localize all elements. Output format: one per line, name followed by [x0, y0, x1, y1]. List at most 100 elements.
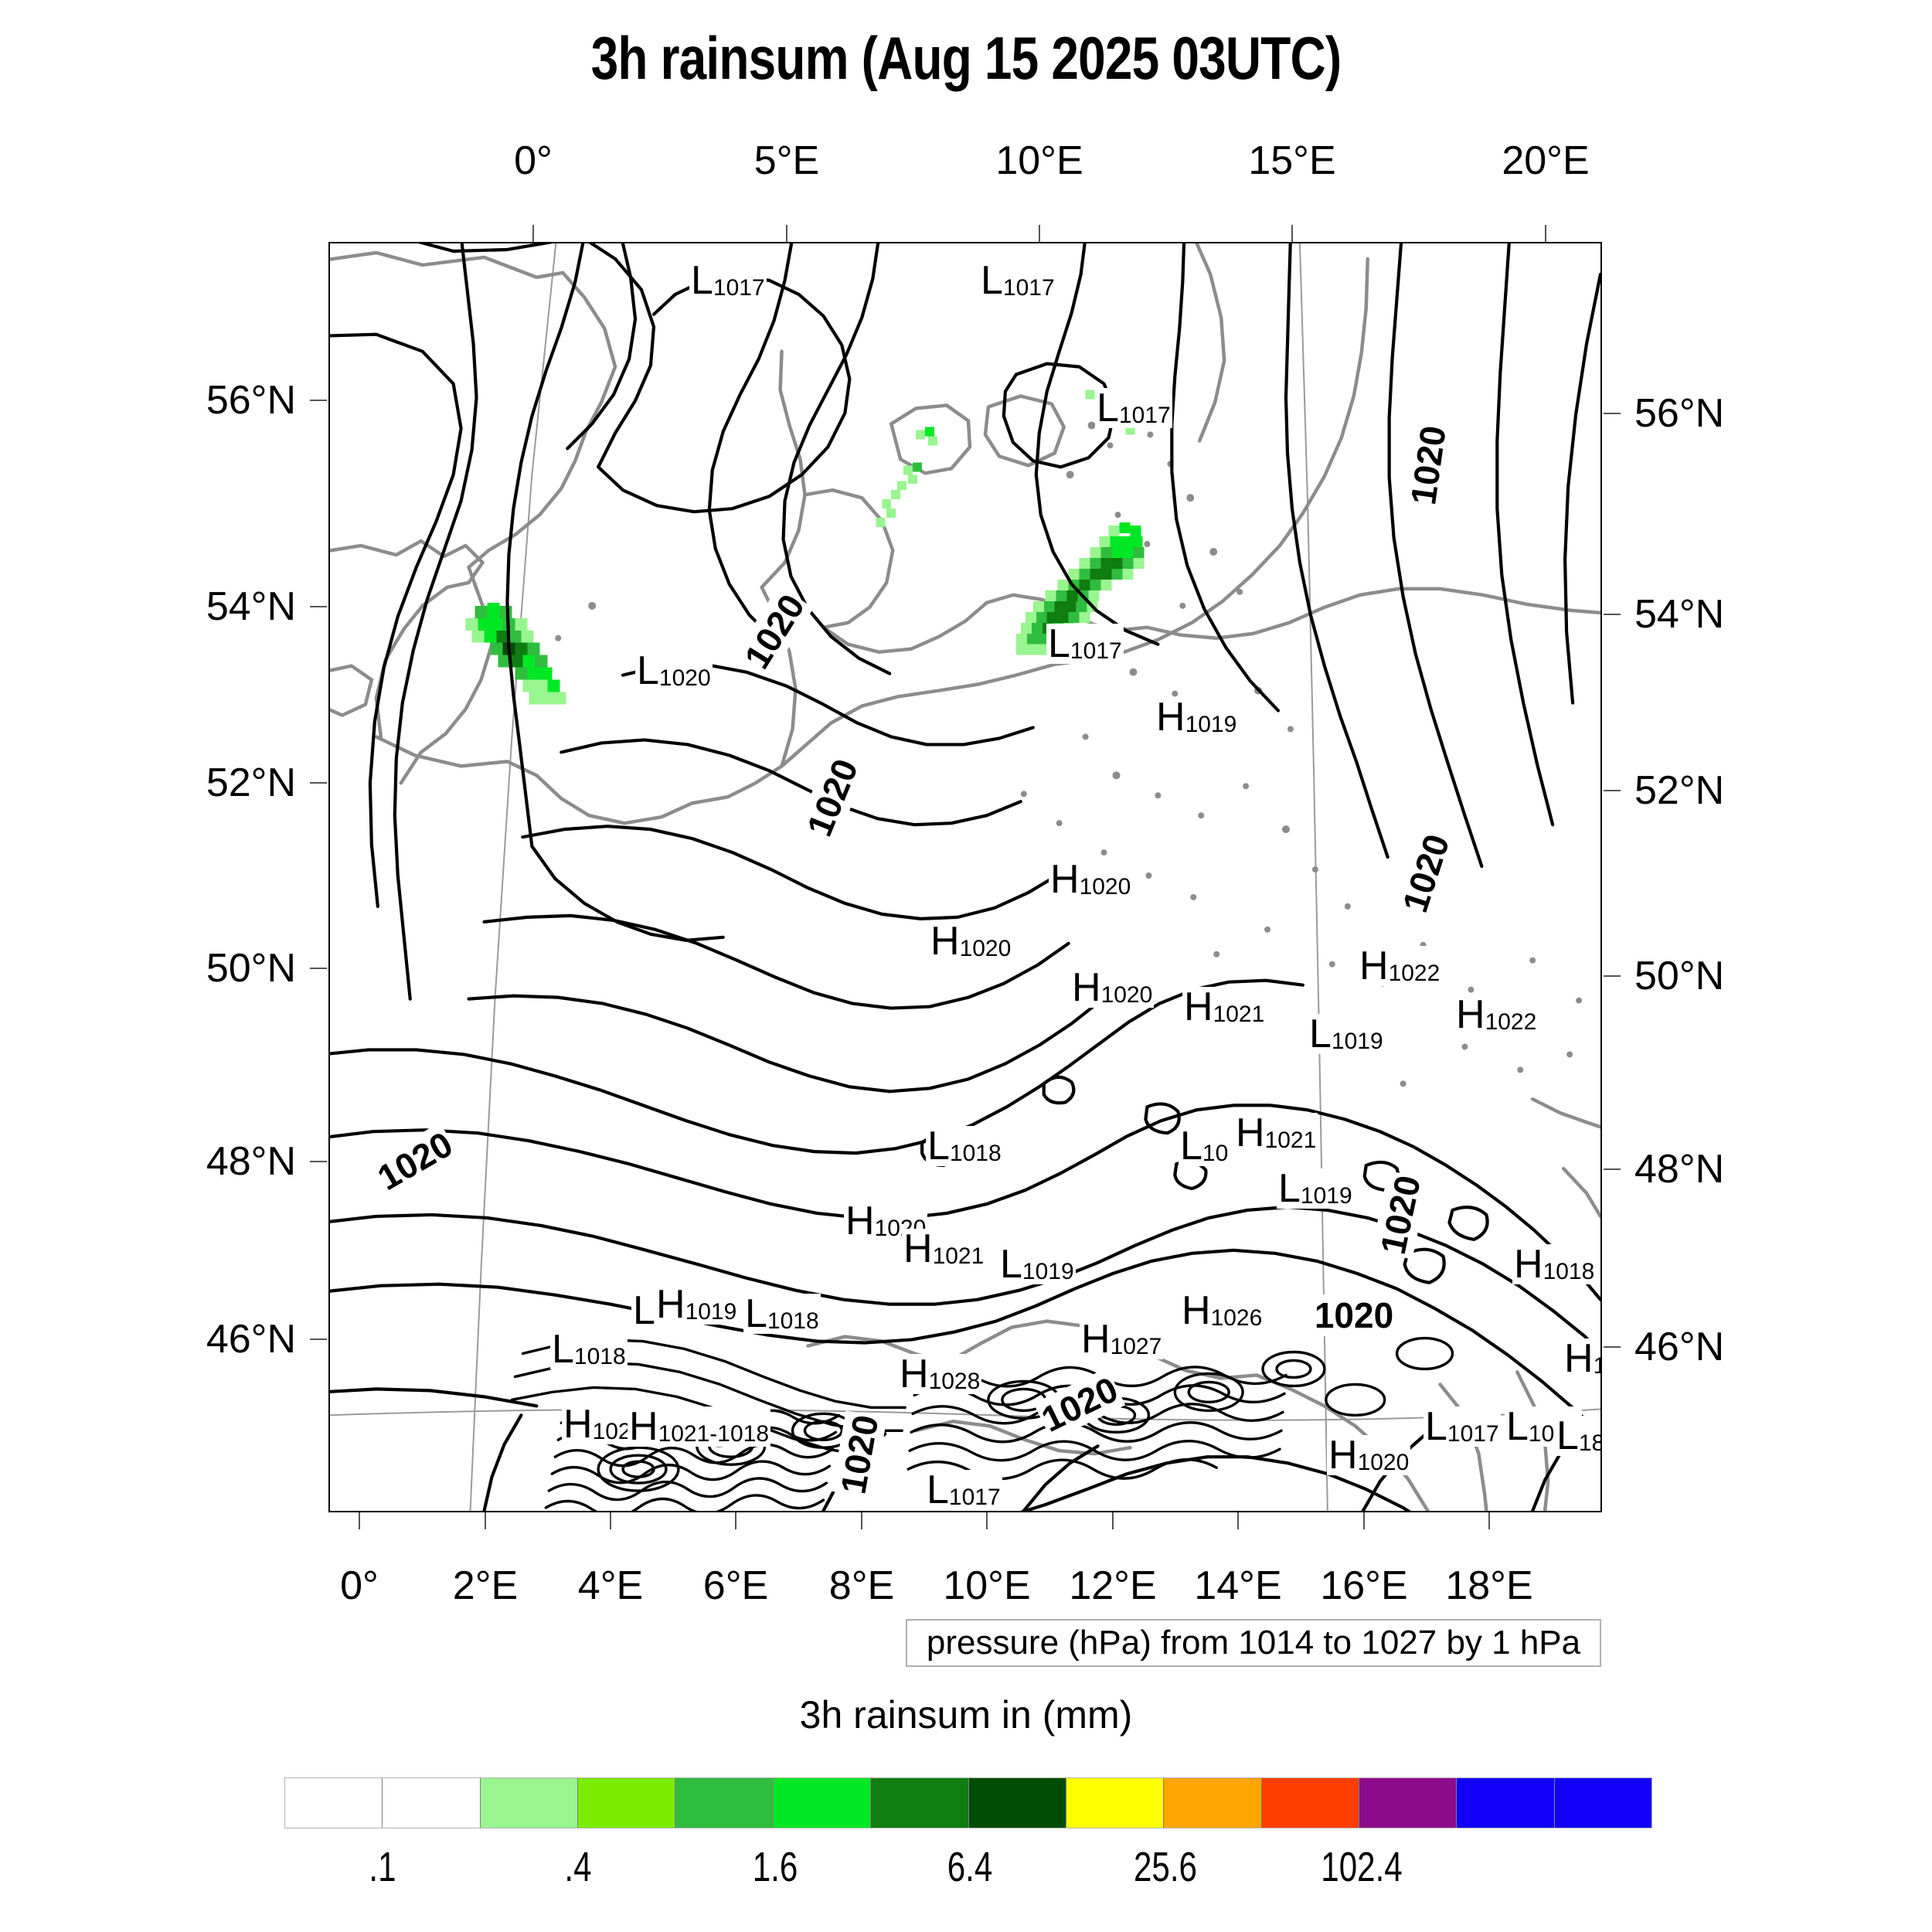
pressure-center-value: 1020 [1357, 1450, 1410, 1475]
pressure-center-h-27: H1028 [898, 1354, 982, 1394]
pressure-center-value: 1020 [1079, 874, 1131, 900]
pressure-center-value: 1028 [928, 1369, 981, 1394]
top-axis-tick-1 [786, 225, 787, 242]
pressure-center-h-29: H102 [562, 1404, 633, 1444]
colorbar-cell-2[interactable] [480, 1778, 579, 1828]
pressure-center-h-6: H1020 [1049, 859, 1133, 900]
left-axis-tick-1 [310, 606, 327, 607]
right-axis-label-4: 48°N [1634, 1147, 1725, 1192]
pressure-center-type: L [691, 258, 713, 303]
pressure-center-type: H [1156, 695, 1185, 740]
colorbar-tick-0: .1 [369, 1844, 396, 1890]
bottom-axis-tick-7 [1237, 1512, 1239, 1529]
colorbar-cell-7[interactable] [968, 1778, 1066, 1828]
colorbar-cell-10[interactable] [1261, 1778, 1359, 1828]
right-axis-tick-1 [1604, 614, 1621, 615]
pressure-center-value: 1019 [685, 1299, 737, 1325]
bottom-axis-label-8: 16°E [1320, 1563, 1408, 1608]
top-axis-tick-2 [1039, 225, 1040, 242]
pressure-center-value: 1017 [713, 275, 765, 301]
pressure-center-l-19: L1019 [998, 1244, 1076, 1284]
colorbar-cell-0[interactable] [285, 1778, 383, 1828]
pressure-legend-box: pressure (hPa) from 1014 to 1027 by 1 hP… [906, 1619, 1601, 1667]
right-axis-tick-5 [1604, 1346, 1621, 1348]
colorbar-cell-8[interactable] [1066, 1778, 1165, 1828]
pressure-center-value: 1017 [1070, 638, 1122, 664]
pressure-center-type: H [629, 1404, 658, 1449]
pressure-center-h-9: H1021 [1182, 985, 1267, 1029]
pressure-center-type: L [1278, 1166, 1301, 1211]
colorbar-cell-4[interactable] [675, 1778, 774, 1828]
colorbar-cell-1[interactable] [383, 1778, 481, 1828]
pressure-center-type: H [1236, 1111, 1265, 1155]
map-plot-area[interactable]: 1020 1020 1020 1020 1020 1020 1020 1020 1020 L10… [328, 242, 1602, 1512]
pressure-center-value: 102 [592, 1419, 631, 1444]
colorbar-cell-3[interactable] [578, 1778, 676, 1828]
pressure-center-value: 1022 [1388, 961, 1440, 986]
pressure-center-type: H [1184, 985, 1213, 1029]
pressure-center-type: H [1564, 1336, 1594, 1381]
top-axis-tick-0 [532, 225, 534, 242]
top-axis-label-3: 15°E [1248, 138, 1336, 183]
colorbar-cell-5[interactable] [773, 1778, 872, 1828]
bottom-axis-tick-3 [735, 1512, 736, 1529]
pressure-center-value: 1017 [948, 1485, 1001, 1510]
pressure-center-type: H [903, 1226, 933, 1271]
right-axis-tick-0 [1604, 413, 1621, 414]
pressure-center-value: 1019 [1022, 1259, 1074, 1284]
pressure-center-value: 1021 [1213, 1002, 1265, 1027]
pressure-center-l-34: L1017 [925, 1470, 1002, 1510]
pressure-center-type: H [1328, 1433, 1358, 1478]
pressure-center-type: L [981, 258, 1003, 303]
colorbar-tick-5: 102.4 [1321, 1844, 1403, 1890]
pressure-center-h-15: H1021 [1234, 1113, 1318, 1153]
colorbar-cell-12[interactable] [1457, 1778, 1555, 1828]
bottom-axis-label-7: 14°E [1194, 1563, 1282, 1608]
pressure-center-type: L [1048, 621, 1070, 666]
pressure-center-type: H [1456, 992, 1485, 1037]
bottom-axis-label-6: 12°E [1069, 1563, 1157, 1608]
pressure-center-value: 1017 [1002, 275, 1055, 301]
colorbar-title: 3h rainsum in (mm) [799, 1693, 1133, 1736]
left-axis-label-4: 48°N [206, 1139, 296, 1184]
pressure-center-value: 1019 [1331, 1029, 1383, 1054]
colorbar-cell-9[interactable] [1164, 1778, 1262, 1828]
top-axis-label-0: 0° [514, 138, 553, 183]
pressure-center-type: L [1425, 1404, 1447, 1449]
pressure-center-h-7: H1020 [929, 919, 1013, 964]
left-axis-tick-3 [310, 968, 327, 969]
pressure-center-type: H [1081, 1317, 1111, 1362]
pressure-center-type: L [1097, 386, 1119, 430]
top-axis-label-2: 10°E [995, 138, 1083, 183]
left-axis-label-3: 50°N [206, 946, 296, 991]
colorbar-cell-13[interactable] [1554, 1778, 1652, 1828]
pressure-center-h-5: H1019 [1155, 695, 1239, 740]
left-axis-tick-2 [310, 782, 327, 784]
pressure-center-type: L [1556, 1413, 1579, 1458]
pressure-center-value: 1022 [1485, 1009, 1537, 1035]
colorbar-cell-11[interactable] [1359, 1778, 1458, 1828]
pressure-center-l-14: L10 [1179, 1126, 1230, 1166]
pressure-center-value: 1018 [573, 1344, 626, 1369]
pressure-center-type: L [637, 648, 659, 693]
pressure-center-type: H [930, 919, 960, 964]
pressure-center-type: L [927, 1124, 950, 1168]
colorbar-cell-6[interactable] [871, 1778, 969, 1828]
right-axis-tick-2 [1604, 790, 1621, 791]
pressure-center-l-35: L18 [1555, 1413, 1600, 1458]
bottom-axis-label-5: 10°E [943, 1563, 1031, 1608]
pressure-center-value: 1019 [1300, 1183, 1352, 1209]
pressure-center-value: 1027 [1110, 1334, 1162, 1359]
pressure-center-l-31: L1017 [1423, 1406, 1501, 1447]
pressure-center-h-11: H1022 [1454, 992, 1539, 1037]
top-axis-label-4: 20°E [1502, 138, 1590, 183]
colorbar[interactable] [284, 1777, 1652, 1828]
pressure-center-type: H [1359, 944, 1389, 988]
pressure-center-type: L [745, 1291, 767, 1336]
pressure-center-value: 1018 [949, 1141, 1002, 1166]
left-axis-tick-0 [310, 400, 327, 401]
pressure-center-value: 1018 [1543, 1259, 1595, 1284]
pressure-center-type: L [1180, 1124, 1202, 1168]
pressure-center-value: 1018 [767, 1308, 819, 1334]
pressure-center-h-18: H1021 [902, 1226, 986, 1271]
